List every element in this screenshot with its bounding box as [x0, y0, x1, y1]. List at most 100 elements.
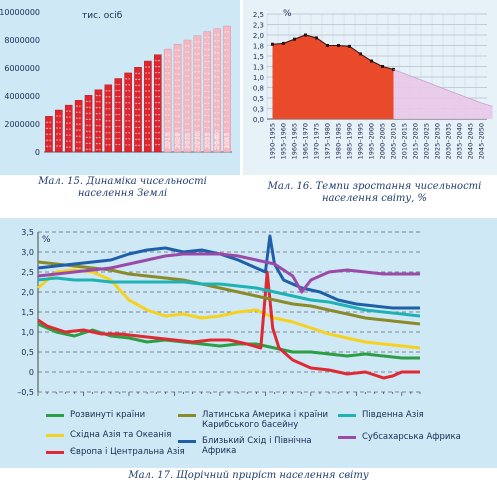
y-tick-label: 2000000	[4, 120, 40, 129]
series-line	[37, 270, 420, 380]
series-line	[37, 234, 420, 310]
bar-historic	[154, 54, 162, 153]
bar-year-label: 2020	[174, 132, 182, 149]
x-tick-label: 1985–1990	[346, 123, 354, 159]
y-unit-label: тис. осіб	[82, 11, 123, 21]
data-point	[304, 33, 307, 37]
legend-swatch	[338, 436, 356, 439]
y-tick-label: 2,5	[253, 11, 264, 19]
y-tick-label: 8000000	[4, 36, 40, 45]
data-point	[315, 36, 318, 40]
legend-swatch	[178, 414, 196, 417]
population-bar-chart-svg: 2015 2020 2025 2030 2035 2040 2045 0 2000000 400…	[0, 8, 232, 157]
bar-forecast	[213, 28, 221, 153]
y-tick-label: 0	[29, 368, 34, 377]
x-tick-label: 2000–2005	[379, 123, 387, 159]
y-tick-label: 1,5	[21, 308, 34, 317]
legend-label: Розвинуті країни	[70, 410, 146, 420]
y-tick-label: 0,5	[21, 348, 34, 357]
y-tick-label: 0,3	[253, 106, 264, 114]
data-point	[293, 37, 296, 41]
y-tick-label: 0,5	[253, 95, 264, 103]
data-point	[282, 41, 285, 45]
data-point	[271, 42, 274, 46]
y-tick-label: 10000000	[0, 8, 40, 17]
y-tick-label: 3,0	[21, 248, 34, 257]
y-tick-label: 1,0	[253, 74, 264, 82]
y-tick-label: 2,0	[253, 32, 264, 40]
x-tick-label: 1955–1960	[280, 123, 288, 159]
bar-year-label: 2015	[164, 132, 172, 149]
x-tick-label: 2030–2035	[445, 123, 453, 159]
bar-year-label: 2045	[223, 132, 231, 149]
series-line	[37, 252, 420, 294]
x-tick-label: 2005–2010	[390, 123, 398, 159]
x-tick-label: 1975–1980	[324, 123, 332, 159]
legend-label: Латинська Америка і країни Карибського б…	[202, 410, 329, 430]
figure-16-caption: Мал. 16. Темпи зростання чисельності нас…	[267, 181, 482, 204]
y-tick-label: 0,8	[253, 85, 264, 93]
bar-historic	[74, 99, 83, 153]
bar-historic	[144, 60, 152, 153]
data-point	[370, 59, 373, 63]
y-tick-label: 6000000	[4, 64, 40, 73]
x-tick-label: 2020–2025	[423, 123, 431, 159]
bar-historic	[84, 95, 93, 153]
legend-label: Східна Азія та Океанія	[70, 430, 172, 440]
bar-forecast	[193, 35, 202, 153]
y-tick-label: 1,5	[253, 53, 264, 61]
legend-label: Близький Схід і Північна Африка	[202, 436, 312, 456]
y-unit-label: %	[283, 9, 292, 19]
legend-label: Субсахарська Африка	[362, 432, 461, 442]
legend-swatch	[178, 440, 196, 443]
y-tick-label: 1,0	[21, 328, 34, 337]
x-tick-label: 1995–2000	[368, 123, 376, 159]
annual-growth-line-chart-svg: –0,500,51,01,52,02,53,03,519651970197519…	[17, 228, 421, 407]
bar-year-label: 2025	[183, 132, 191, 149]
x-tick-label: 2010–2015	[401, 123, 409, 159]
bar-forecast	[163, 48, 172, 153]
area-forecast	[393, 69, 493, 119]
x-tick-label: 2040–2045	[467, 123, 475, 159]
bar-historic	[104, 84, 113, 153]
bar-historic	[134, 67, 142, 153]
y-tick-label: 1,8	[253, 43, 264, 51]
x-tick-label: 1990–1995	[357, 123, 365, 159]
y-tick-label: 4000000	[4, 92, 40, 101]
bar-year-label: 2030	[193, 132, 201, 149]
data-point	[359, 52, 362, 56]
bar-historic	[55, 109, 63, 153]
bar-forecast	[203, 31, 212, 153]
line-forecast	[393, 69, 493, 107]
data-point	[326, 44, 329, 47]
bar-forecast	[183, 39, 192, 153]
bar-forecast	[173, 44, 182, 153]
data-point	[337, 44, 340, 47]
data-point	[381, 65, 384, 68]
growth-rate-chart-svg: 0,0 0,3 0,5 0,8 1,0 1,3 1,5 1,8 2,0 2,3 2,5 1950–19…	[253, 9, 493, 159]
x-tick-label: 1970–1975	[313, 123, 321, 159]
x-tick-label: 1980–1985	[335, 123, 343, 159]
bar-historic	[124, 72, 132, 153]
figure-15-caption: Мал. 15. Динаміка чисельності населення …	[38, 176, 207, 199]
bar-year-label: 2040	[213, 132, 221, 149]
legend-label: Європа і Центральна Азія	[70, 447, 185, 457]
legend-label: Південна Азія	[362, 410, 424, 420]
growth-rate-chart: 0,0 0,3 0,5 0,8 1,0 1,3 1,5 1,8 2,0 2,3 2,5 1950–19…	[243, 0, 497, 175]
bar-historic	[64, 104, 73, 153]
x-tick-label: 1960–1965	[291, 123, 299, 159]
x-tick-label: 2045–2050	[478, 123, 486, 159]
y-unit-label: %	[42, 235, 51, 245]
y-tick-label: 3,5	[21, 228, 34, 237]
y-tick-label: 0,0	[253, 116, 264, 124]
bar-historic	[114, 78, 122, 153]
x-tick-label: 2025–2030	[434, 123, 442, 159]
area-actual	[272, 35, 394, 119]
bar-historic	[94, 89, 103, 153]
y-tick-label: 2,5	[21, 268, 34, 277]
legend-swatch	[46, 414, 64, 417]
y-tick-label: 2,3	[253, 22, 264, 30]
figure-17-caption: Мал. 17. Щорічний приріст населення світ…	[128, 470, 369, 481]
legend-swatch	[338, 414, 356, 417]
bar-year-label: 2035	[203, 132, 211, 149]
